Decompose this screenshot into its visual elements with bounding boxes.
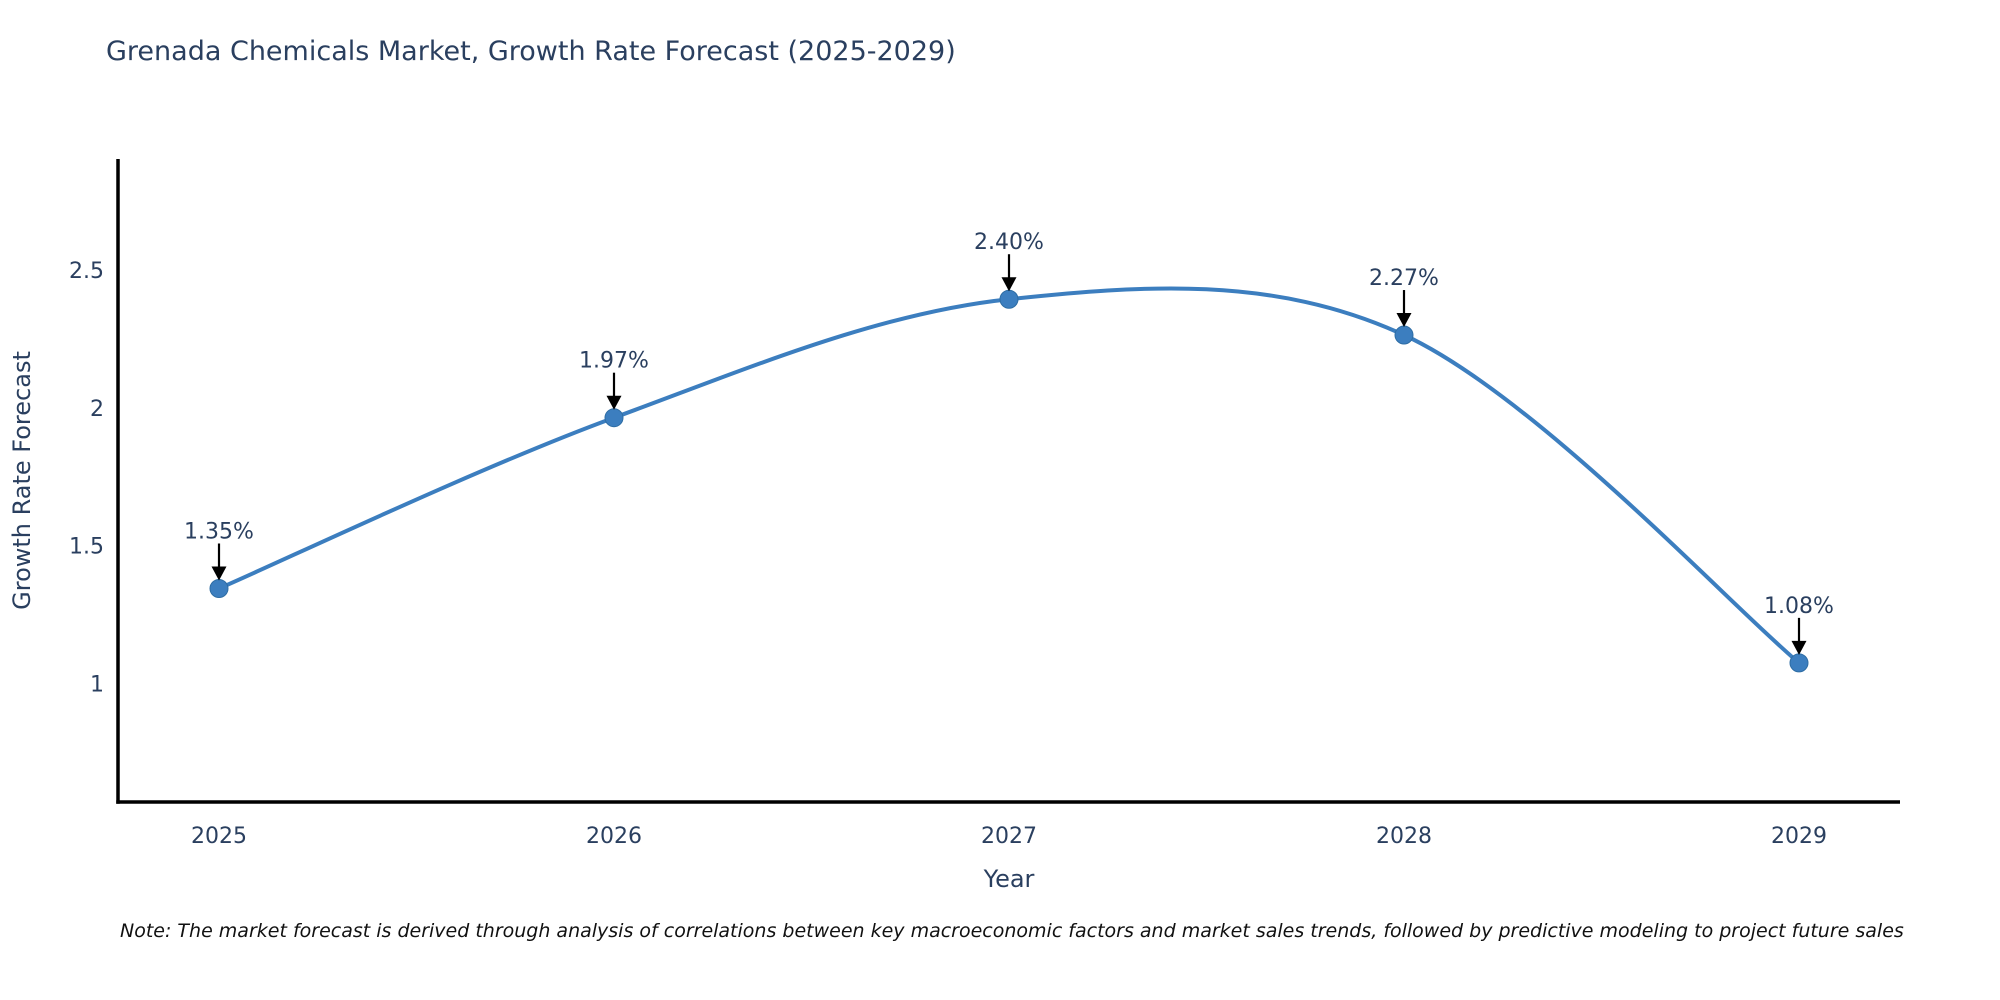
data-point-marker-2027[interactable]: [999, 289, 1019, 309]
x-axis-tick-label: 2025: [191, 824, 247, 849]
y-axis-tick-label: 1: [90, 672, 104, 697]
forecast-spline-line: [217, 286, 1801, 665]
data-point-marker-2028[interactable]: [1394, 325, 1414, 345]
annotation-value-label: 2.40%: [974, 230, 1044, 255]
x-axis-tick-label: 2027: [981, 824, 1037, 849]
data-point-marker-2025[interactable]: [209, 578, 229, 598]
data-point-marker-2029[interactable]: [1789, 653, 1809, 673]
x-axis-tick-label: 2028: [1376, 824, 1432, 849]
y-axis-tick-label: 2: [90, 397, 104, 422]
annotation-arrowhead-icon: [211, 566, 227, 581]
x-axis-tick-label: 2029: [1771, 824, 1827, 849]
annotation-arrowhead-icon: [1001, 277, 1017, 292]
annotation-value-label: 2.27%: [1369, 266, 1439, 291]
data-point-marker-2026[interactable]: [604, 408, 624, 428]
x-axis-tick-label: 2026: [586, 824, 642, 849]
chart-footnote: Note: The market forecast is derived thr…: [120, 920, 1904, 942]
annotation-arrowhead-icon: [1396, 313, 1412, 328]
y-axis-title: Growth Rate Forecast: [8, 351, 36, 610]
annotation-arrowhead-icon: [1791, 640, 1807, 655]
y-axis-tick-label: 1.5: [69, 535, 104, 560]
chart-title: Grenada Chemicals Market, Growth Rate Fo…: [106, 36, 956, 67]
x-axis-title: Year: [983, 865, 1035, 893]
annotation-arrowhead-icon: [606, 395, 622, 410]
annotation-value-label: 1.35%: [184, 519, 254, 544]
annotation-value-label: 1.97%: [579, 349, 649, 374]
annotation-value-label: 1.08%: [1764, 594, 1834, 619]
y-axis-tick-label: 2.5: [69, 259, 104, 284]
